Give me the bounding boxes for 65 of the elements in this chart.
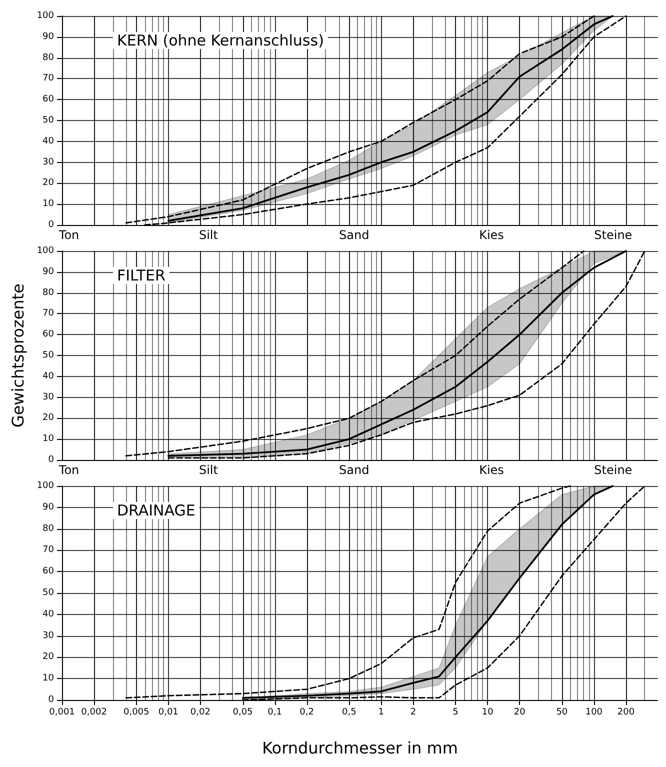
x-tick-label: 0,005: [123, 708, 150, 718]
y-tick-label: 0: [48, 220, 54, 230]
x-tick-label: 0,2: [300, 708, 314, 718]
x-axis-title: Korndurchmesser in mm: [262, 738, 458, 758]
x-tick-label: 0,02: [190, 708, 210, 718]
x-tick-label: 5: [452, 708, 458, 718]
y-tick-label: 100: [36, 246, 54, 256]
x-tick-label: 10: [482, 708, 494, 718]
y-tick-label: 60: [42, 566, 54, 577]
y-tick-label: 10: [42, 434, 54, 444]
text: Ton: [58, 463, 80, 477]
text: Ton: [58, 228, 80, 242]
y-tick-label: 70: [42, 545, 54, 556]
y-tick-label: 50: [42, 350, 54, 360]
y-tick-label: 20: [42, 652, 54, 662]
y-tick-label: 70: [42, 74, 54, 84]
y-tick-label: 60: [42, 330, 54, 340]
x-tick-label: 0,001: [49, 708, 75, 718]
y-tick-label: 10: [42, 674, 54, 684]
x-tick-label: 100: [585, 708, 603, 718]
y-tick-label: 10: [42, 199, 54, 210]
x-tick-label: 50: [556, 708, 568, 718]
x-tick-label: 0,002: [81, 708, 107, 718]
y-tick-label: 50: [42, 116, 54, 126]
y-tick-label: 100: [36, 481, 54, 491]
y-tick-label: 30: [42, 392, 54, 402]
text: Sand: [339, 463, 370, 477]
y-tick-label: 40: [42, 371, 54, 382]
y-tick-label: 80: [42, 524, 54, 534]
y-tick-label: 40: [42, 136, 54, 146]
y-tick-label: 80: [42, 288, 54, 298]
y-tick-label: 20: [42, 178, 54, 188]
y-tick-label: 0: [48, 695, 54, 705]
text: DRAINAGE: [117, 502, 196, 520]
y-tick-label: 40: [42, 609, 54, 620]
x-tick-label: 0,5: [342, 708, 356, 718]
text: Kies: [479, 228, 504, 242]
x-tick-label: 0,05: [232, 708, 253, 718]
x-tick-label: 20: [514, 708, 526, 718]
x-tick-label: 0,1: [268, 708, 282, 718]
y-tick-label: 20: [42, 413, 54, 424]
y-tick-label: 50: [42, 588, 54, 598]
text: Kies: [479, 463, 504, 477]
x-tick-label: 1: [378, 708, 384, 718]
y-tick-label: 90: [42, 32, 54, 42]
text: FILTER: [117, 266, 166, 284]
text: Silt: [198, 463, 218, 477]
x-tick-label: 2: [410, 708, 416, 718]
text: Sand: [339, 228, 370, 242]
y-tick-label: 30: [42, 630, 54, 641]
y-tick-label: 80: [42, 52, 54, 63]
y-tick-label: 70: [42, 308, 54, 319]
text: Steine: [594, 228, 632, 242]
text: KERN (ohne Kernanschluss): [117, 32, 324, 50]
x-tick-label: 0,01: [158, 708, 178, 718]
y-tick-label: 100: [36, 11, 54, 21]
y-tick-label: 90: [42, 502, 54, 512]
x-tick-label: 200: [617, 708, 635, 718]
y-tick-label: 60: [42, 94, 54, 105]
y-tick-label: 0: [48, 455, 54, 465]
y-tick-label: 30: [42, 157, 54, 168]
y-axis-title: Gewichtsprozente: [8, 284, 28, 428]
text: Silt: [198, 228, 218, 242]
text: Steine: [594, 463, 632, 477]
y-tick-label: 90: [42, 266, 54, 277]
